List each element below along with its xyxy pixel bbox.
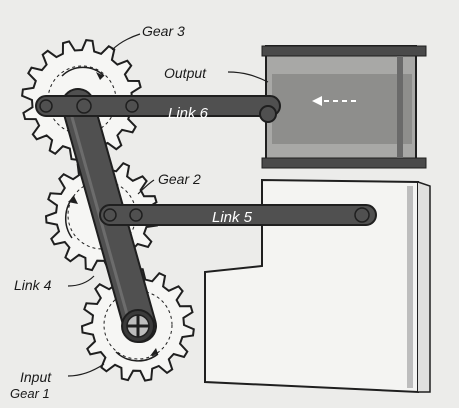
output-pin	[259, 105, 277, 123]
label-gear-3: Gear 3	[142, 23, 185, 39]
label-link-4: Link 4	[14, 277, 52, 293]
leader-lines	[67, 33, 269, 377]
upper-rail	[261, 45, 427, 57]
housing	[204, 45, 431, 394]
rotation-arrow-icon	[68, 196, 78, 204]
direction-arrow-icon	[312, 96, 322, 106]
input-shaft	[121, 309, 155, 343]
label-input: Input	[20, 369, 52, 385]
lower-rail	[261, 157, 427, 169]
label-link-6: Link 6	[168, 105, 209, 122]
label-output: Output	[164, 65, 207, 81]
label-gear-2: Gear 2	[158, 171, 201, 187]
link-6	[35, 95, 281, 123]
link-5	[99, 204, 377, 226]
label-gear-1: Gear 1	[10, 386, 50, 401]
label-link-5: Link 5	[212, 209, 253, 226]
rotation-arrow-icon	[96, 72, 104, 80]
rotation-arrow-icon	[150, 348, 158, 356]
